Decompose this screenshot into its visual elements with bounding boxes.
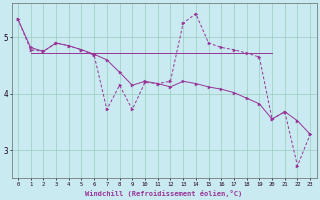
X-axis label: Windchill (Refroidissement éolien,°C): Windchill (Refroidissement éolien,°C): [85, 190, 243, 197]
